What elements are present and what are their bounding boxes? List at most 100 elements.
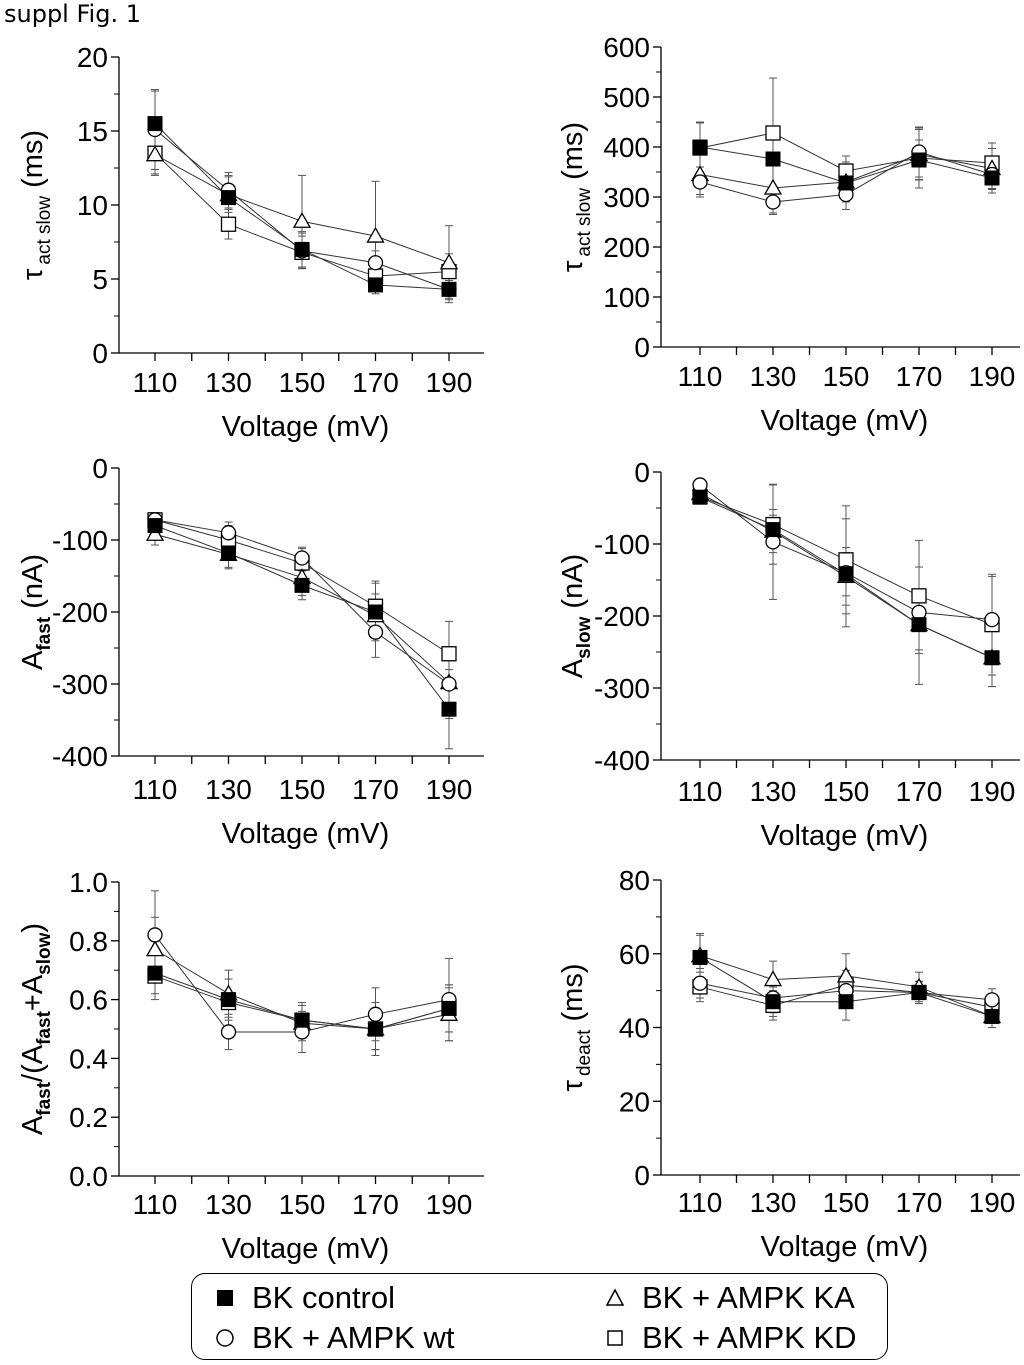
marker-filled-square (441, 701, 457, 717)
y-tick-label: 500 (603, 82, 650, 113)
y-label-part: ) (17, 923, 49, 933)
marker-filled-square (368, 1021, 383, 1037)
y-label-sub: fast (34, 1010, 55, 1044)
y-tick-label: -200 (52, 597, 108, 628)
x-axis-label: Voltage (mV) (222, 411, 390, 443)
legend-item-bk-ampk-ka: BK + AMPK KA (604, 1280, 855, 1316)
marker-open-circle (147, 927, 163, 943)
y-tick-label: 15 (77, 116, 108, 147)
y-axis-label: τ act slow (ms) (557, 122, 595, 272)
chart-panel-6: 0 20 40 60 80 110 130 150 170 190 Voltage (mV) τ dea… (557, 865, 1020, 1263)
y-axis-label: Aslow (nA) (557, 554, 595, 678)
x-tick-label: 130 (750, 361, 797, 392)
y-label-sub: deact (574, 1029, 595, 1076)
x-tick-label: 170 (352, 367, 399, 398)
marker-open-circle (220, 525, 237, 541)
y-tick-label: -300 (594, 673, 650, 704)
legend-label: BK + AMPK KD (642, 1320, 857, 1355)
y-axis-label: Afast/(Afast+Aslow) (17, 923, 55, 1135)
marker-filled-square (911, 984, 927, 1000)
y-tick-label: 0 (92, 338, 108, 369)
y-tick-label: -100 (594, 529, 650, 560)
y-tick-label: 600 (603, 32, 650, 63)
x-tick-label: 150 (279, 774, 326, 805)
y-tick-label: 100 (603, 282, 650, 313)
y-tick-label: -300 (52, 669, 108, 700)
x-tick-label: 170 (896, 776, 943, 807)
marker-open-triangle (763, 178, 783, 195)
marker-filled-square (911, 152, 927, 168)
x-tick-label: 190 (969, 1187, 1016, 1218)
marker-open-circle (692, 975, 708, 991)
y-tick-label: 0.6 (69, 985, 108, 1016)
y-label-sub: fast (34, 1081, 55, 1115)
x-axis-label: Voltage (mV) (761, 405, 929, 437)
y-label-sub: act slow (574, 188, 595, 257)
marker-filled-square (368, 604, 383, 620)
chart-panel-4: -400 -300 -200 -100 0 110 130 150 170 190 Voltage … (557, 457, 1020, 852)
x-tick-label: 190 (969, 776, 1016, 807)
y-label-sub: slow (34, 932, 55, 974)
x-tick-label: 130 (205, 1189, 252, 1220)
marker-filled-square (692, 949, 708, 965)
y-tick-label: 400 (603, 132, 650, 163)
y-tick-label: 5 (92, 264, 108, 295)
y-tick-label: -400 (52, 741, 108, 772)
x-tick-label: 110 (133, 367, 178, 398)
marker-open-circle (765, 194, 781, 210)
legend-label: BK + AMPK wt (252, 1320, 455, 1355)
marker-open-square (220, 216, 237, 232)
figure-panels: 0 5 10 15 20 110 130 150 170 190 Voltage (mV) τ act … (17, 32, 1020, 1265)
marker-filled-square (221, 190, 236, 206)
y-label-unit: (nA) (557, 554, 589, 617)
marker-filled-square (221, 992, 236, 1008)
x-tick-label: 170 (352, 1189, 399, 1220)
marker-open-circle (367, 1006, 384, 1022)
marker-open-triangle (145, 145, 165, 162)
series-line (154, 519, 450, 685)
y-label-main: A (17, 1115, 49, 1135)
marker-filled-square (838, 994, 854, 1010)
x-tick-label: 190 (426, 1189, 473, 1220)
y-label-unit: (ms) (17, 130, 49, 196)
y-tick-label: -200 (594, 601, 650, 632)
x-tick-label: 150 (823, 776, 870, 807)
marker-filled-square (441, 1000, 457, 1016)
open-triangle-icon (605, 1288, 625, 1306)
marker-open-triangle (145, 524, 165, 541)
marker-filled-square (147, 116, 163, 132)
x-tick-label: 190 (969, 361, 1016, 392)
chart-panel-1: 0 5 10 15 20 110 130 150 170 190 Voltage (mV) τ act … (17, 42, 484, 443)
chart-panel-5: 0.0 0.2 0.4 0.6 0.8 1.0 110 130 150 170 190 Voltage… (17, 867, 484, 1265)
x-tick-label: 170 (896, 361, 943, 392)
y-tick-label: 0 (634, 1160, 650, 1191)
x-tick-label: 170 (352, 774, 399, 805)
figure-label: suppl Fig. 1 (4, 0, 141, 28)
marker-open-square (441, 646, 457, 662)
x-tick-label: 190 (426, 367, 473, 398)
marker-filled-square (765, 994, 781, 1010)
legend-item-bk-control: BK control (214, 1280, 395, 1316)
x-tick-label: 150 (823, 361, 870, 392)
x-tick-label: 110 (678, 361, 723, 392)
marker-open-circle (367, 255, 384, 271)
x-tick-label: 110 (678, 1187, 723, 1218)
marker-filled-square (147, 965, 163, 981)
y-tick-label: 0.4 (69, 1043, 108, 1074)
marker-filled-square (692, 489, 708, 505)
marker-open-triangle (763, 970, 783, 987)
marker-filled-square (838, 566, 854, 582)
open-square-icon (607, 1330, 623, 1346)
marker-filled-square (294, 1012, 310, 1028)
y-tick-label: 20 (77, 42, 108, 73)
marker-open-triangle (366, 226, 385, 243)
marker-open-triangle (145, 940, 165, 957)
y-axis-label: τ deact (ms) (557, 964, 595, 1092)
x-tick-label: 130 (205, 367, 252, 398)
marker-filled-square (984, 1008, 1000, 1024)
marker-filled-square (294, 577, 310, 593)
y-label-main: τ (557, 1079, 589, 1091)
y-tick-label: 0.0 (69, 1161, 108, 1192)
x-tick-label: 110 (133, 774, 178, 805)
marker-open-circle (984, 992, 1000, 1008)
